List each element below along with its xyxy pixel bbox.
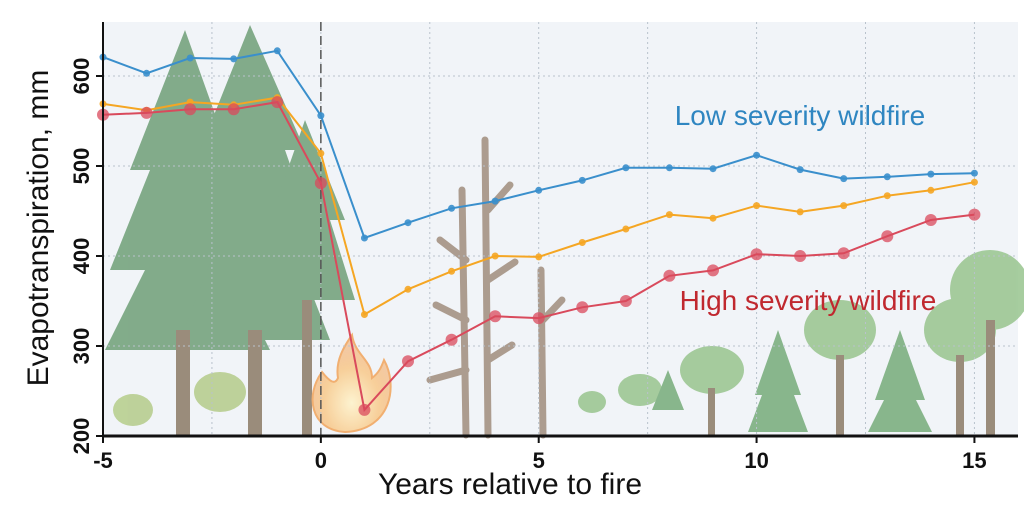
series-0-point [360, 234, 368, 242]
series-2-point [837, 247, 850, 260]
series-2-point [707, 264, 719, 277]
series-0-point [535, 186, 543, 194]
series-2-point [794, 250, 807, 262]
series-1-point [970, 178, 978, 186]
series-0-point [448, 204, 456, 212]
tree-icon [105, 25, 355, 350]
series-1-point [622, 225, 630, 233]
series-0-point [404, 219, 412, 227]
series-0-point [317, 112, 325, 120]
series-2-point [619, 295, 632, 307]
series-1-point [883, 192, 891, 200]
y-axis-title: Evapotranspiration, mm [22, 70, 55, 387]
series-1-point [317, 149, 325, 157]
series-1-point [927, 186, 935, 194]
series-0-point [578, 176, 586, 184]
series-1-point [535, 253, 543, 261]
series-0-point [883, 173, 891, 181]
series-2-point [663, 269, 676, 282]
series-2-point [924, 214, 937, 226]
series-2-point [140, 106, 153, 119]
series-1-point [709, 214, 717, 222]
series-2-point [271, 96, 284, 109]
forest-illustration [105, 25, 1024, 439]
series-0-point [491, 197, 499, 205]
series-2-point [358, 403, 371, 416]
series-1-point [796, 208, 804, 216]
series-0-point [796, 166, 804, 174]
series-2-point [532, 312, 545, 325]
series-1-point [491, 252, 499, 260]
series-0-point [665, 164, 673, 172]
x-tick-label: -5 [93, 448, 113, 473]
y-tick-label: 600 [69, 58, 94, 95]
series-0-point [709, 165, 717, 173]
series-0-point [840, 175, 848, 183]
series-2-point [968, 208, 981, 221]
y-tick-label: 200 [69, 418, 94, 455]
y-tick-label: 300 [69, 328, 94, 365]
series-0-point [273, 47, 281, 55]
series-1-point [448, 267, 456, 275]
series-1-point [360, 311, 368, 318]
x-tick-label: 10 [744, 448, 768, 473]
series-1-point [753, 202, 761, 210]
series-0-point [186, 54, 194, 62]
x-axis-title: Years relative to fire [378, 468, 642, 501]
series-1-point [578, 239, 586, 246]
series-2-point [576, 301, 589, 314]
series-2-point [750, 248, 763, 261]
series-0-point [622, 164, 630, 172]
series-0-point [753, 151, 761, 159]
series-2-point [227, 103, 240, 116]
x-tick-label: 5 [533, 448, 545, 473]
series-0-point [230, 55, 238, 63]
x-tick-label: 0 [315, 448, 327, 473]
series-1-point [840, 202, 848, 210]
series-1-point [404, 285, 412, 293]
series-1-point [665, 211, 673, 219]
series-2-point [489, 310, 502, 323]
series-0-point [927, 170, 935, 178]
series-2-point [314, 177, 327, 190]
annotation-low-severity: Low severity wildfire [675, 100, 926, 131]
y-tick-label: 400 [69, 238, 94, 275]
series-2-point [402, 355, 414, 368]
series-0-point [970, 169, 978, 177]
series-2-point [445, 333, 458, 346]
series-2-point [184, 103, 197, 116]
series-2-point [881, 230, 894, 243]
y-tick-label: 500 [69, 148, 94, 185]
x-tick-label: 15 [962, 448, 986, 473]
series-layer [97, 47, 981, 416]
tick-layer: -5 0 5 10 15 200 300 400 500 600 [69, 58, 987, 473]
series-0-point [143, 69, 151, 77]
annotation-high-severity: High severity wildfire [680, 285, 937, 316]
